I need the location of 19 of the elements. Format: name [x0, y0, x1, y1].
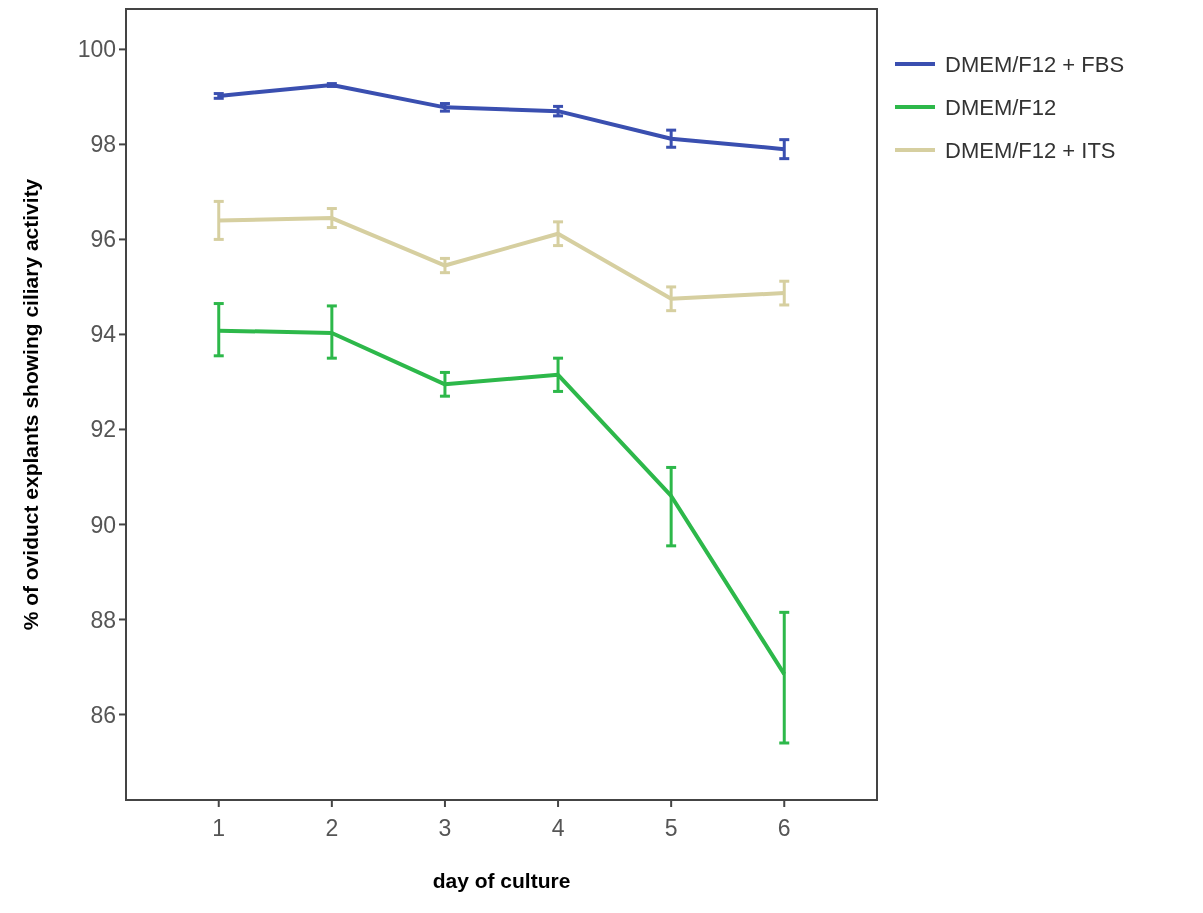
- legend-label: DMEM/F12 + FBS: [945, 51, 1125, 77]
- y-axis-title: % of oviduct explants showing ciliary activity: [19, 178, 42, 631]
- x-tick-label: 3: [438, 815, 452, 841]
- x-tick-label: 5: [664, 815, 678, 841]
- x-tick-label: 2: [325, 815, 339, 841]
- y-tick-label: 96: [90, 226, 116, 253]
- y-tick-label: 98: [90, 131, 116, 158]
- y-tick-label: 90: [90, 511, 116, 538]
- x-tick-label: 1: [212, 815, 226, 841]
- x-tick-label: 6: [777, 815, 791, 841]
- legend-label: DMEM/F12 + ITS: [945, 137, 1116, 163]
- x-axis-title: day of culture: [432, 869, 571, 892]
- y-tick-label: 94: [90, 321, 117, 348]
- legend-label: DMEM/F12: [945, 94, 1057, 120]
- y-tick-label: 100: [77, 36, 116, 63]
- y-tick-label: 86: [90, 701, 116, 728]
- y-tick-label: 92: [90, 416, 116, 443]
- x-tick-label: 4: [551, 815, 565, 841]
- y-tick-label: 88: [90, 606, 116, 633]
